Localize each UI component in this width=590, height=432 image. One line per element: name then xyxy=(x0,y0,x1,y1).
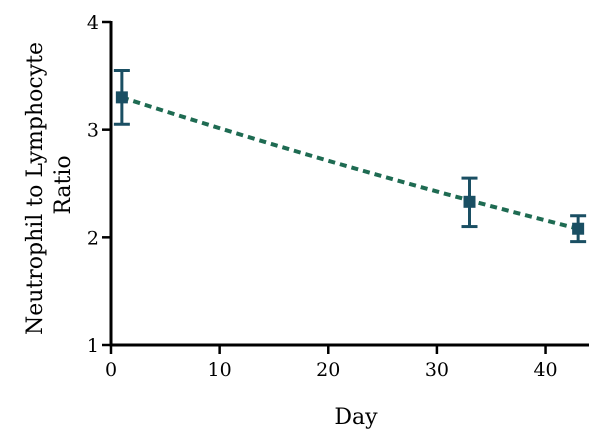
data-point-0-0 xyxy=(115,91,128,104)
errorbars-group xyxy=(113,68,587,244)
tick-labels: 0 10 20 30 40 1 2 3 4 xyxy=(87,12,558,381)
y-axis-title: Neutrophil to Lymphocyte Ratio xyxy=(23,35,76,335)
y-axis-title-line-2: Ratio xyxy=(51,155,76,214)
y-tick-label-4: 4 xyxy=(87,12,99,34)
y-axis-title-line-1: Neutrophil to Lymphocyte xyxy=(23,42,48,335)
x-axis-title: Day xyxy=(334,405,378,430)
axes xyxy=(109,21,589,347)
y-tick-label-1: 1 xyxy=(87,335,99,357)
x-tick-label-0: 0 xyxy=(105,359,117,381)
x-tick-label-30: 30 xyxy=(425,359,449,381)
trendline xyxy=(121,95,579,231)
data-point-0-2 xyxy=(572,222,585,235)
data-point-0-1 xyxy=(463,195,476,208)
trendline-group xyxy=(121,95,579,231)
y-tick-label-3: 3 xyxy=(87,120,99,142)
tick-marks xyxy=(102,20,547,354)
x-tick-label-10: 10 xyxy=(208,359,232,381)
y-tick-label-2: 2 xyxy=(87,227,99,249)
x-tick-label-40: 40 xyxy=(533,359,557,381)
x-tick-label-20: 20 xyxy=(316,359,340,381)
points-group xyxy=(115,91,585,235)
